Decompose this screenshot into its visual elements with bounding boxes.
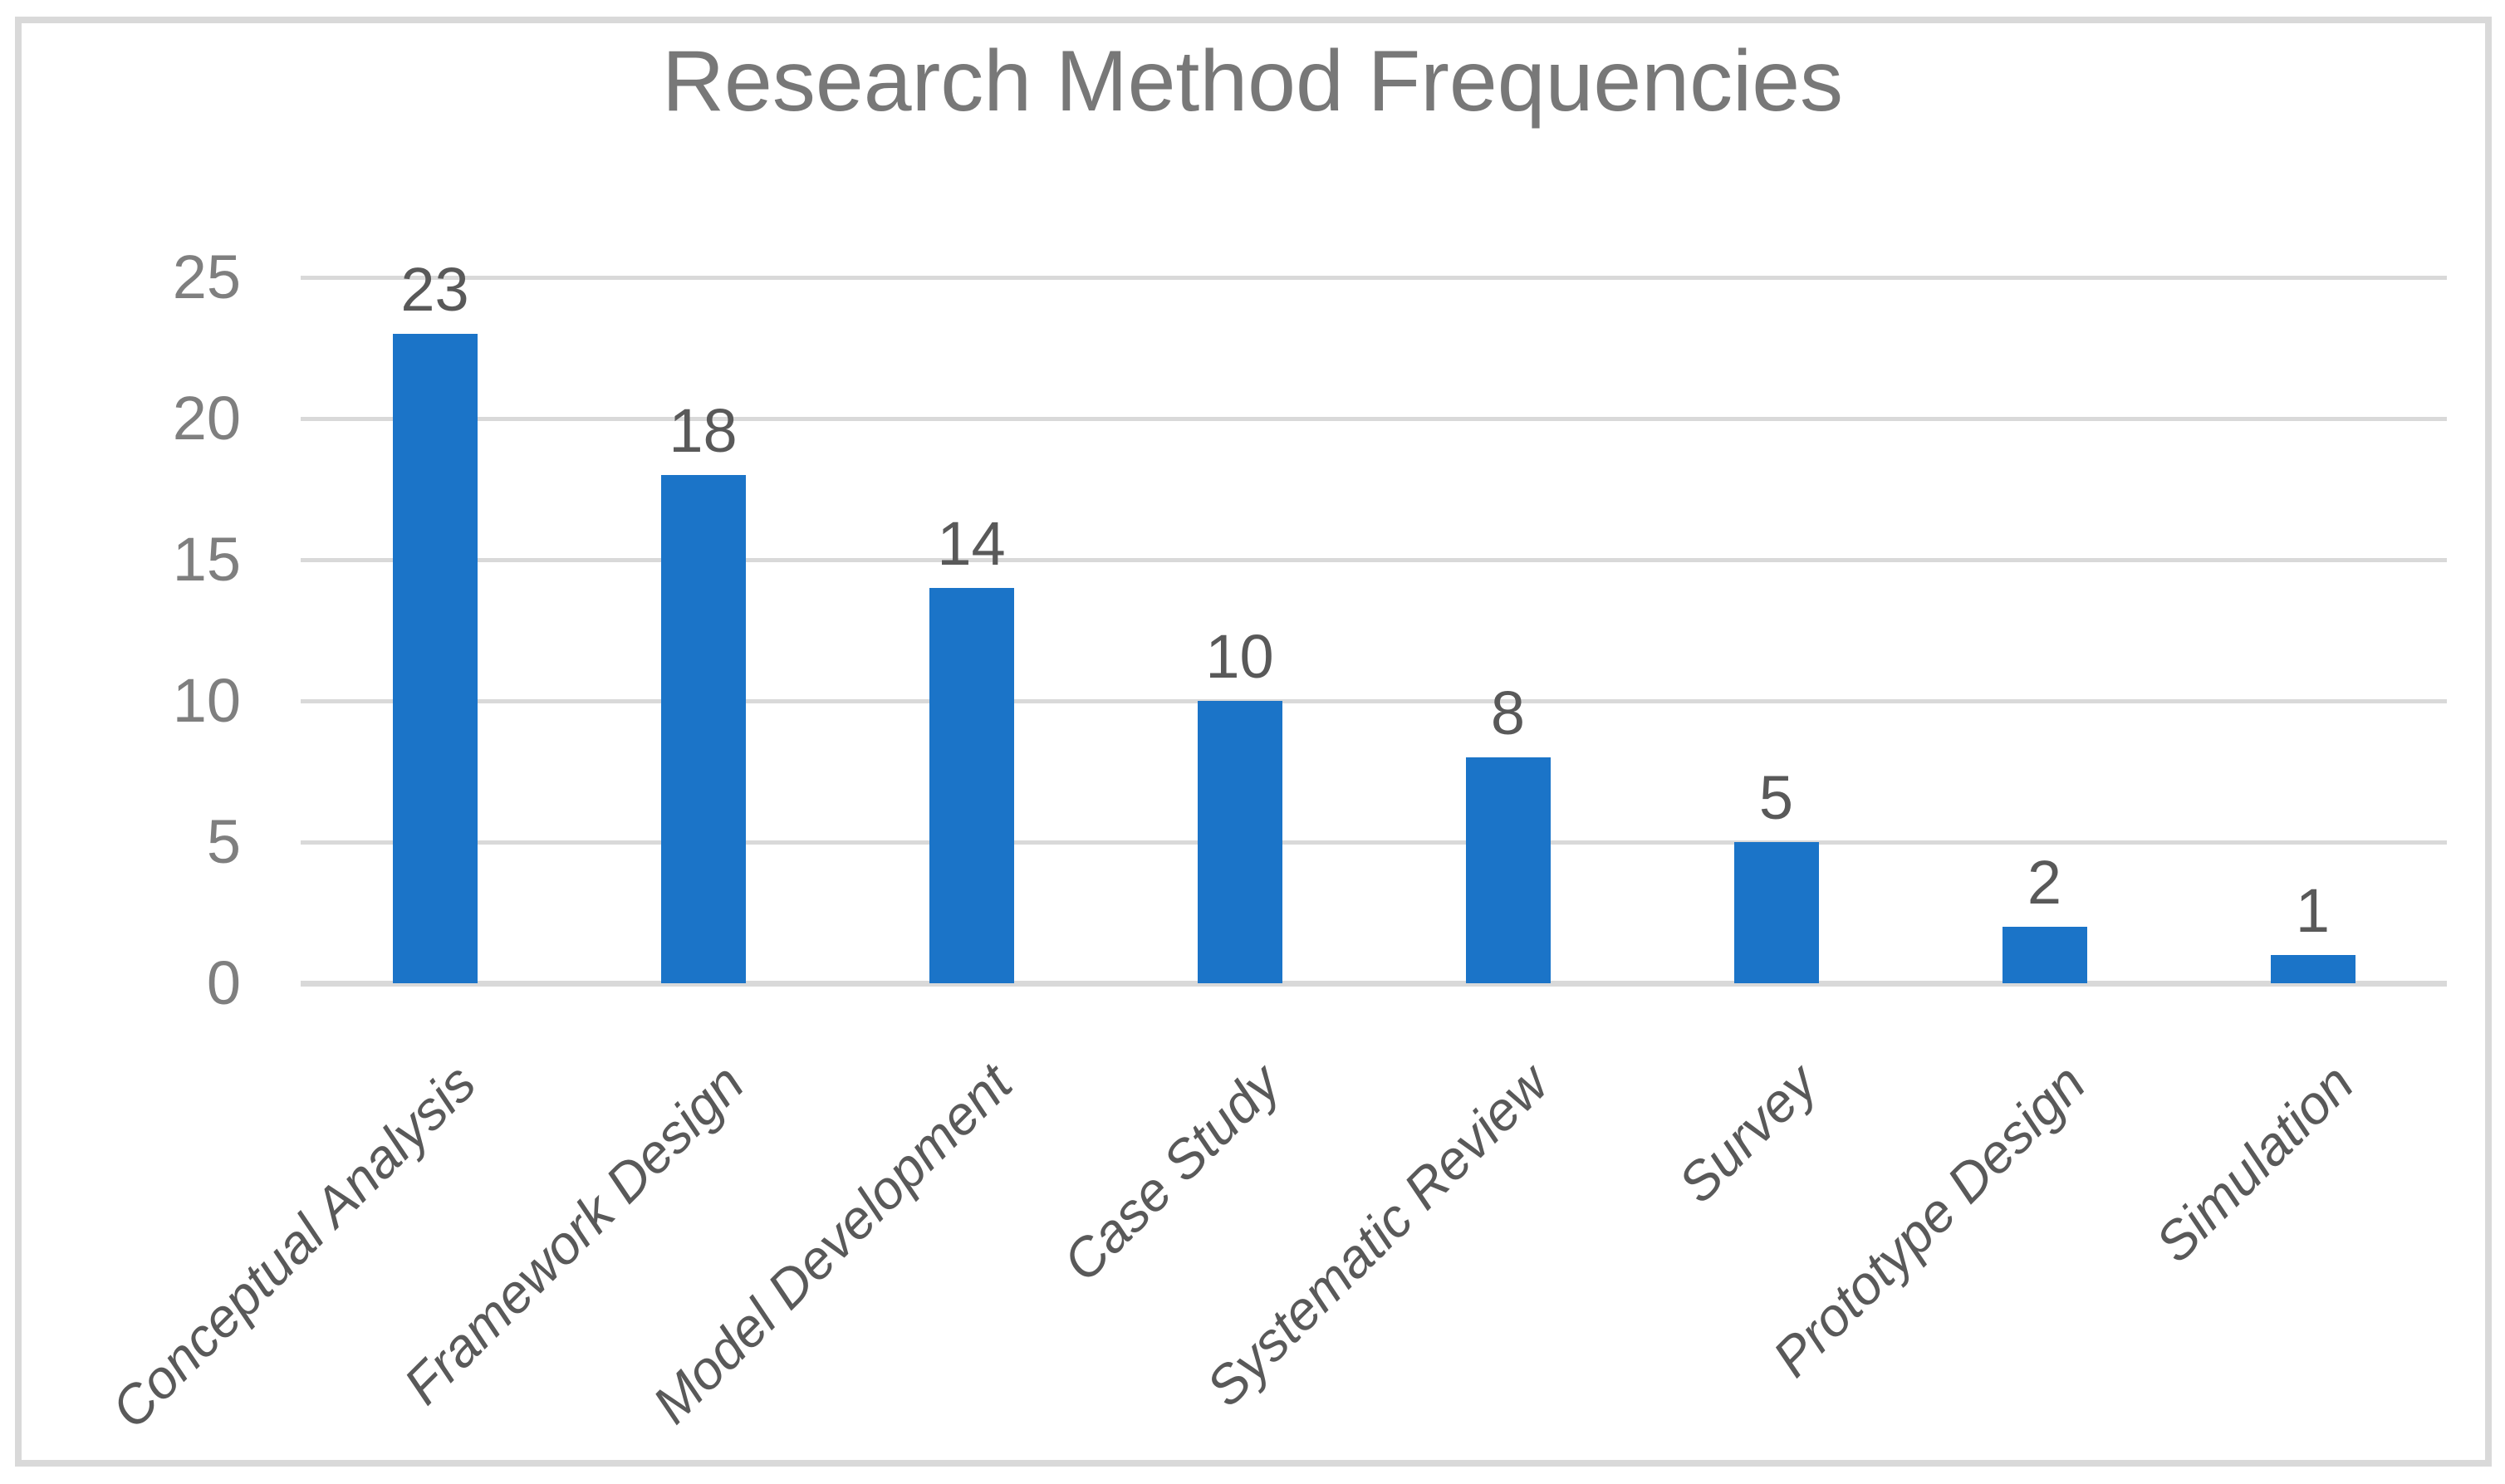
- chart-title: Research Method Frequencies: [661, 33, 1844, 130]
- bar-value-label: 1: [2295, 876, 2331, 945]
- y-axis-tick-label: 5: [206, 807, 241, 876]
- x-category-label: Case Study: [1052, 1052, 1292, 1293]
- bar-value-label: 2: [2027, 848, 2062, 917]
- x-category-label: Survey: [1666, 1052, 1829, 1214]
- bar-value-label: 10: [1205, 622, 1274, 691]
- bar: [1197, 701, 1282, 983]
- bar: [660, 475, 746, 983]
- bar: [1733, 842, 1819, 983]
- y-gridline: [301, 276, 2447, 280]
- bar-value-label: 18: [669, 396, 738, 465]
- y-gridline: [301, 558, 2447, 562]
- y-axis-tick-label: 20: [172, 384, 241, 453]
- bar: [2270, 955, 2355, 983]
- y-gridline: [301, 699, 2447, 703]
- y-axis-tick-label: 15: [172, 525, 241, 594]
- y-gridline: [301, 417, 2447, 421]
- y-axis-tick-label: 25: [172, 242, 241, 311]
- y-axis-tick-label: 10: [172, 666, 241, 735]
- y-gridline: [301, 840, 2447, 845]
- bar: [392, 334, 478, 983]
- bar: [2002, 927, 2087, 983]
- bar-value-label: 5: [1758, 763, 1794, 832]
- bar: [929, 588, 1014, 983]
- bar-value-label: 8: [1490, 678, 1526, 747]
- x-category-label: Simulation: [2144, 1052, 2365, 1274]
- bar: [1465, 757, 1551, 983]
- y-axis-tick-label: 0: [206, 948, 241, 1017]
- x-axis-line: [301, 981, 2447, 987]
- bar-value-label: 23: [400, 255, 469, 324]
- bar-value-label: 14: [937, 509, 1006, 578]
